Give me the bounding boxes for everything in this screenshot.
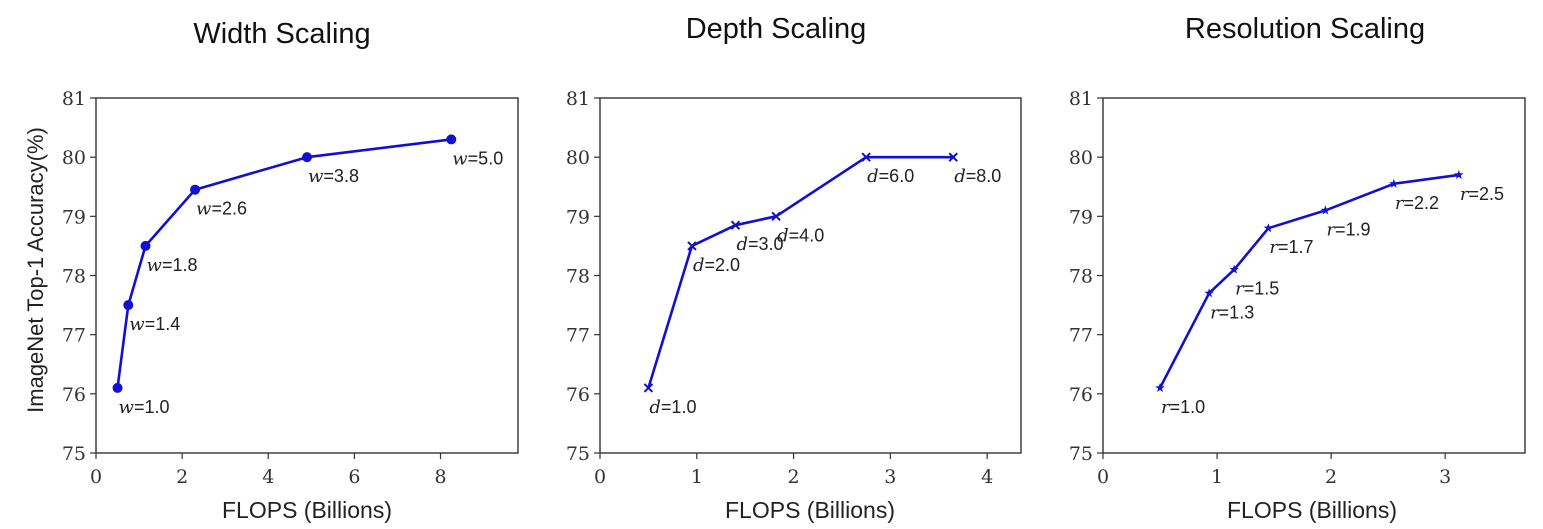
x-tick-label: 0 [90, 466, 102, 488]
point-label: d=1.0 [649, 397, 696, 418]
data-point [643, 383, 654, 393]
resolution-scaling-panel: Resolution Scaling FLOPS (Billions) 75 76… [1069, 13, 1526, 523]
data-point [861, 152, 871, 162]
data-point [1229, 264, 1239, 274]
point-label: r=1.0 [1161, 397, 1205, 418]
point-label: r=2.5 [1460, 184, 1504, 205]
y-axis-label: ImageNet Top-1 Accuracy(%) [23, 127, 48, 413]
y-tick-label: 81 [62, 88, 86, 110]
point-label: d=6.0 [867, 166, 914, 187]
x-tick-label: 3 [884, 466, 896, 488]
series-line [647, 155, 954, 389]
data-point [948, 152, 958, 162]
y-tick-label: 79 [1069, 206, 1093, 228]
y-tick-label: 77 [62, 325, 86, 347]
x-axis-label: FLOPS (Billions) [222, 497, 392, 523]
point-label: w=3.8 [308, 166, 359, 187]
x-axis-label: FLOPS (Billions) [725, 497, 895, 523]
y-tick-label: 75 [566, 443, 590, 465]
x-axis-label: FLOPS (Billions) [1227, 497, 1397, 523]
y-tick-label: 79 [62, 206, 86, 228]
panel-title: Resolution Scaling [1185, 13, 1425, 45]
data-point [190, 184, 201, 195]
x-tick-label: 8 [434, 466, 446, 488]
point-label: d=8.0 [954, 166, 1001, 187]
data-point [112, 382, 123, 393]
data-point [1320, 205, 1331, 215]
data-point [1263, 223, 1274, 233]
y-tick-label: 81 [566, 88, 590, 110]
y-tick-label: 78 [62, 266, 86, 288]
panel-title: Width Scaling [193, 18, 370, 50]
depth-scaling-panel: Depth Scaling FLOPS (Billions) 75 76 77 78 7… [566, 13, 1022, 523]
y-tick-label: 79 [566, 206, 590, 228]
point-label: w=2.6 [196, 199, 247, 220]
point-label: w=1.8 [147, 255, 198, 276]
y-tick-label: 76 [62, 384, 86, 406]
point-label: r=1.5 [1235, 279, 1279, 300]
x-tick-label: 1 [1211, 466, 1223, 488]
data-point [302, 152, 312, 163]
point-label: d=4.0 [777, 225, 824, 246]
data-point [687, 241, 697, 251]
y-tick-label: 78 [566, 266, 590, 288]
data-point [123, 300, 134, 311]
y-tick-label: 77 [1069, 325, 1093, 347]
point-label: w=5.0 [452, 148, 503, 169]
point-label: w=1.0 [119, 397, 170, 418]
width-scaling-panel: Width Scaling FLOPS (Billions) 75 76 77 78 7… [62, 18, 519, 523]
x-tick-label: 2 [176, 466, 188, 488]
data-point [771, 211, 781, 222]
data-point [140, 240, 151, 251]
point-label: r=2.2 [1395, 193, 1439, 214]
y-tick-label: 76 [1069, 384, 1093, 406]
x-tick-label: 4 [262, 466, 274, 488]
point-label: r=1.7 [1269, 237, 1313, 258]
point-label: d=2.0 [693, 255, 740, 276]
y-tick-label: 75 [62, 443, 86, 465]
series-line [116, 138, 452, 389]
x-tick-label: 3 [1439, 466, 1451, 488]
y-tick-label: 77 [566, 325, 590, 347]
y-tick-label: 80 [62, 147, 86, 169]
x-tick-label: 1 [691, 466, 703, 488]
data-point [1389, 178, 1399, 188]
y-tick-label: 80 [1069, 147, 1093, 169]
data-point [1454, 169, 1464, 179]
y-tick-label: 78 [1069, 266, 1093, 288]
point-label: d=3.0 [736, 234, 783, 255]
y-tick-label: 81 [1069, 88, 1093, 110]
point-label: r=1.9 [1326, 219, 1370, 240]
x-tick-label: 0 [1097, 466, 1109, 488]
point-label: r=1.3 [1210, 302, 1254, 323]
data-point [1155, 382, 1165, 392]
panel-title: Depth Scaling [686, 13, 867, 45]
y-tick-label: 80 [566, 147, 590, 169]
x-tick-label: 2 [788, 466, 800, 488]
x-tick-label: 6 [348, 466, 360, 488]
y-tick-label: 75 [1069, 443, 1093, 465]
x-tick-label: 4 [981, 466, 993, 488]
x-tick-label: 0 [594, 466, 606, 488]
data-point [446, 134, 457, 145]
point-label: w=1.4 [129, 314, 180, 335]
data-point [730, 220, 741, 230]
x-tick-label: 2 [1325, 466, 1337, 488]
y-tick-label: 76 [566, 384, 590, 406]
data-point [1204, 288, 1214, 298]
